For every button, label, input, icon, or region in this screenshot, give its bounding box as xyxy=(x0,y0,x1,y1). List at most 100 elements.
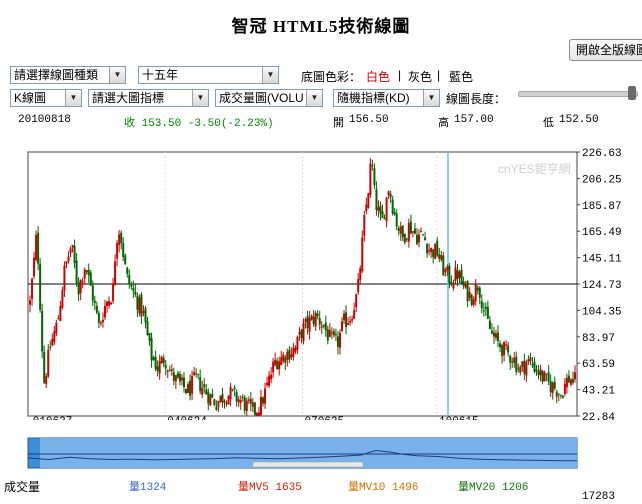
y-tick-label: 83.97 xyxy=(582,333,615,345)
x-axis: 010627 040624 070625 100615 xyxy=(33,416,479,420)
candle-body xyxy=(312,316,315,325)
candle-body xyxy=(101,319,104,323)
open-fullscreen-chart-button[interactable]: 開啟全版線圖 xyxy=(569,39,642,61)
candle-body xyxy=(503,341,506,356)
candle-body xyxy=(567,375,570,383)
candle-body xyxy=(555,391,558,397)
candle-body xyxy=(268,375,271,386)
y-tick-label: 63.59 xyxy=(582,359,615,371)
candle-body xyxy=(41,310,44,352)
bg-color-blue-link[interactable]: 藍色 xyxy=(449,70,474,84)
candle-body xyxy=(138,297,141,314)
candle-body xyxy=(474,284,477,302)
candle-body xyxy=(118,234,121,245)
candle-body xyxy=(375,188,378,211)
candle-body xyxy=(521,361,524,368)
candle-body xyxy=(405,238,408,240)
y-tick-label: 226.63 xyxy=(582,148,622,160)
candle-body xyxy=(57,318,60,320)
watermark: cnYES鉅亨網 xyxy=(498,161,571,176)
candle-body xyxy=(231,389,234,391)
y-tick-label: 22.84 xyxy=(582,412,615,420)
candle-body xyxy=(389,193,392,198)
candle-body xyxy=(509,356,512,363)
candle-body xyxy=(428,250,431,252)
candle-body xyxy=(187,384,190,394)
candle-body xyxy=(195,373,198,375)
candle-body xyxy=(543,372,546,382)
candle-body xyxy=(519,366,522,373)
candle-body xyxy=(207,391,210,404)
price-chart[interactable]: 226.63 206.25 185.87 165.49 145.11 124.73 104.… xyxy=(0,140,642,420)
candle-body xyxy=(351,318,354,321)
candle-body xyxy=(105,301,108,307)
chart-length-label: 線圖長度： xyxy=(446,92,507,106)
candle-body xyxy=(450,281,453,285)
candle-body xyxy=(440,255,443,260)
candle-body xyxy=(215,406,218,410)
candle-body xyxy=(284,357,287,363)
candle-body xyxy=(531,364,534,366)
y-tick-label: 165.49 xyxy=(582,227,622,239)
range-navigator[interactable] xyxy=(0,436,642,470)
random-indicator-select[interactable]: 隨機指標(KD) ▼ xyxy=(333,89,440,107)
candle-body xyxy=(51,338,54,346)
candle-body xyxy=(29,300,31,305)
candle-body xyxy=(116,242,119,259)
candle-body xyxy=(541,370,544,382)
main-indicator-select[interactable]: 請選大圖指標 ▼ xyxy=(88,89,209,107)
candle-body xyxy=(227,395,230,405)
main-indicator-select-value: 請選大圖指標 xyxy=(92,91,165,105)
chevron-down-icon: ▼ xyxy=(423,90,439,106)
chart-length-slider-track[interactable] xyxy=(518,91,638,97)
candle-body xyxy=(99,322,102,324)
quote-open-label: 開 xyxy=(333,118,344,130)
candle-body xyxy=(486,306,489,319)
y-tick-label: 145.11 xyxy=(582,254,622,266)
candle-body xyxy=(249,399,252,404)
candle-body xyxy=(235,392,238,402)
candle-body xyxy=(574,372,576,380)
candle-body xyxy=(338,332,341,348)
candle-body xyxy=(363,215,366,236)
chart-type-select[interactable]: 請選擇線圖種類 ▼ xyxy=(10,66,126,84)
candle-body xyxy=(448,265,451,284)
candle-body xyxy=(37,232,40,264)
candle-body xyxy=(257,412,260,416)
candle-body xyxy=(399,226,402,234)
candle-body xyxy=(85,270,88,273)
candle-body xyxy=(547,372,550,382)
candle-body xyxy=(81,281,84,283)
candle-body xyxy=(422,234,425,236)
candle-body xyxy=(545,373,548,375)
candle-body xyxy=(343,313,346,321)
navigator-scroll-handle[interactable] xyxy=(252,461,364,468)
candle-body xyxy=(166,371,169,373)
candle-body xyxy=(197,373,200,375)
candle-body xyxy=(136,295,139,310)
quote-high-label: 高 xyxy=(438,118,449,130)
candle-body xyxy=(211,393,214,398)
candle-body xyxy=(45,376,48,385)
bg-color-gray-link[interactable]: 灰色 xyxy=(408,70,433,84)
candle-body xyxy=(320,326,323,328)
candle-body xyxy=(221,394,224,403)
candle-body xyxy=(349,320,352,323)
volume-chart-select[interactable]: 成交量圖(VOLU ▼ xyxy=(215,89,323,107)
candle-body xyxy=(365,204,368,212)
period-select[interactable]: 十五年 ▼ xyxy=(138,66,279,84)
candle-body xyxy=(490,330,493,334)
volume-mv10: 量MV10 1496 xyxy=(348,482,419,494)
candle-body xyxy=(148,333,151,341)
candle-body xyxy=(446,266,449,271)
bg-color-white-link[interactable]: 白色 xyxy=(366,70,391,84)
candle-body xyxy=(494,333,497,338)
k-chart-select[interactable]: K線圖 ▼ xyxy=(10,89,82,107)
candle-body xyxy=(144,308,147,323)
candle-body xyxy=(225,402,228,404)
candle-body xyxy=(569,379,572,385)
chart-length-slider-thumb[interactable] xyxy=(627,86,636,100)
candle-body xyxy=(430,247,433,253)
candle-body xyxy=(407,223,410,242)
quote-high: 157.00 xyxy=(454,114,494,126)
